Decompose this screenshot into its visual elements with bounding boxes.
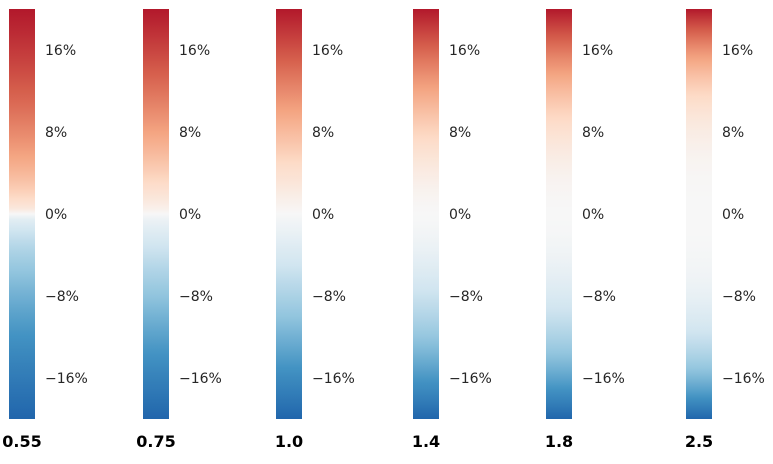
tick-label: −8% <box>449 289 483 305</box>
tick-label: 0% <box>722 207 744 223</box>
tick-label: 16% <box>449 43 480 59</box>
colorbar-gradient <box>413 9 439 419</box>
tick-label: 16% <box>312 43 343 59</box>
tick-label: −16% <box>179 371 222 387</box>
colorbar-gradient <box>686 9 712 419</box>
colorbar-4: 16% 8% 0% −8% −16% 1.8 <box>545 9 625 451</box>
tick-label: 16% <box>179 43 210 59</box>
tick-label: 0% <box>449 207 471 223</box>
tick-label: 16% <box>45 43 76 59</box>
tick-label: −8% <box>45 289 79 305</box>
tick-label: −8% <box>722 289 756 305</box>
tick-label: −16% <box>449 371 492 387</box>
tick-label: 0% <box>312 207 334 223</box>
tick-label: 8% <box>312 125 334 141</box>
tick-label: 16% <box>722 43 753 59</box>
tick-label: −8% <box>179 289 213 305</box>
colorbar-0: 16% 8% 0% −8% −16% 0.55 <box>2 9 88 451</box>
tick-label: 8% <box>449 125 471 141</box>
tick-label: 16% <box>582 43 613 59</box>
colorbar-gradient <box>546 9 572 419</box>
tick-label: −16% <box>722 371 765 387</box>
tick-label: −8% <box>582 289 616 305</box>
colorbar-gradient <box>9 9 35 419</box>
gamma-label: 0.75 <box>136 432 175 451</box>
tick-label: −16% <box>312 371 355 387</box>
colorbar-3: 16% 8% 0% −8% −16% 1.4 <box>412 9 492 451</box>
tick-label: −16% <box>582 371 625 387</box>
gamma-label: 1.8 <box>545 432 573 451</box>
tick-label: 8% <box>722 125 744 141</box>
tick-label: 8% <box>582 125 604 141</box>
gamma-label: 1.4 <box>412 432 440 451</box>
tick-label: 0% <box>45 207 67 223</box>
colorbars-group: 16% 8% 0% −8% −16% 0.55 16% 8% 0% −8% −16% 0.75 16% 8… <box>2 9 765 451</box>
gamma-label: 0.55 <box>2 432 41 451</box>
gamma-label: 1.0 <box>275 432 303 451</box>
colorbar-2: 16% 8% 0% −8% −16% 1.0 <box>275 9 355 451</box>
tick-label: 8% <box>179 125 201 141</box>
tick-label: 0% <box>179 207 201 223</box>
colorbar-5: 16% 8% 0% −8% −16% 2.5 <box>685 9 765 451</box>
tick-label: −8% <box>312 289 346 305</box>
colorbar-gradient <box>143 9 169 419</box>
tick-label: −16% <box>45 371 88 387</box>
tick-label: 0% <box>582 207 604 223</box>
colorbar-1: 16% 8% 0% −8% −16% 0.75 <box>136 9 222 451</box>
gamma-label: 2.5 <box>685 432 713 451</box>
colorbar-gradient <box>276 9 302 419</box>
tick-label: 8% <box>45 125 67 141</box>
